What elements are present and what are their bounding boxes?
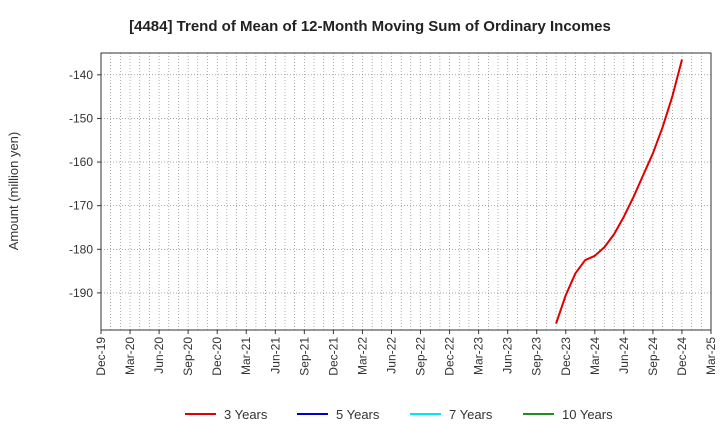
plot-frame [100, 52, 712, 331]
x-tick-label: Sep-20 [181, 337, 195, 376]
x-tick-label: Jun-23 [501, 337, 515, 374]
y-tick-label: -170 [69, 199, 93, 213]
legend-label: 3 Years [224, 407, 268, 422]
x-tick-label: Dec-19 [94, 337, 108, 376]
series-lines [555, 59, 683, 324]
x-tick-label: Mar-21 [239, 337, 253, 375]
x-tick-labels: Dec-19 Mar-20 Jun-20 Sep-20 Dec-20 Mar-21 Jun-… [94, 330, 718, 376]
y-tick-label: -150 [69, 111, 93, 125]
x-tick-label: Jun-21 [268, 337, 282, 374]
x-tick-label: Sep-24 [646, 337, 660, 376]
y-axis-label: Amount (million yen) [6, 132, 21, 251]
x-tick-label: Jun-24 [617, 337, 631, 374]
x-tick-label: Sep-22 [414, 337, 428, 376]
x-tick-label: Jun-22 [384, 337, 398, 374]
x-tick-label: Mar-25 [704, 337, 718, 375]
x-tick-label: Sep-21 [297, 337, 311, 376]
x-tick-label: Mar-23 [472, 337, 486, 375]
legend: 3 Years 5 Years 7 Years 10 Years [185, 407, 613, 422]
legend-label: 10 Years [562, 407, 613, 422]
y-tick-label: -180 [69, 242, 93, 256]
y-tick-label: -190 [69, 286, 93, 300]
x-tick-label: Dec-20 [210, 337, 224, 376]
grid [101, 53, 711, 330]
legend-label: 5 Years [336, 407, 380, 422]
y-tick-label: -140 [69, 68, 93, 82]
x-tick-label: Dec-21 [326, 337, 340, 376]
x-tick-label: Jun-20 [152, 337, 166, 374]
legend-label: 7 Years [449, 407, 493, 422]
x-tick-label: Sep-23 [530, 337, 544, 376]
x-tick-label: Mar-24 [588, 337, 602, 375]
series-line-3-years [555, 59, 683, 324]
chart-title: [4484] Trend of Mean of 12-Month Moving … [129, 18, 611, 35]
y-tick-label: -160 [69, 155, 93, 169]
x-tick-label: Dec-24 [675, 337, 689, 376]
x-tick-label: Dec-23 [559, 337, 573, 376]
y-tick-labels: -140 -150 -160 -170 -180 -190 [69, 68, 101, 300]
x-tick-label: Dec-22 [443, 337, 457, 376]
x-tick-label: Mar-22 [355, 337, 369, 375]
x-tick-label: Mar-20 [123, 337, 137, 375]
